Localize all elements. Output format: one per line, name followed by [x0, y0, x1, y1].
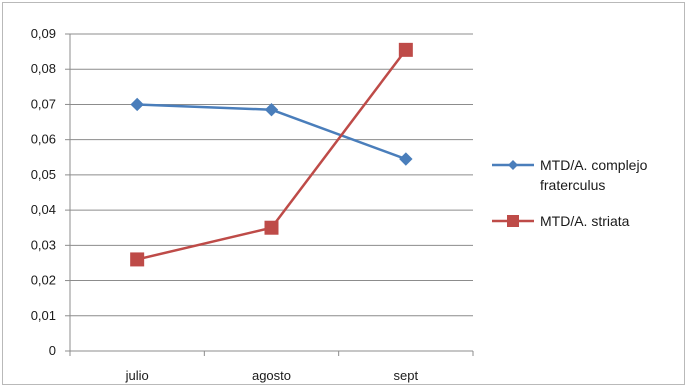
- y-tick-label: 0,06: [31, 132, 56, 147]
- data-point: [130, 97, 144, 112]
- y-tick-label: 0,05: [31, 167, 56, 182]
- data-point: [264, 103, 279, 117]
- y-tick-label: 0,07: [31, 96, 56, 111]
- y-tick-labels: 0 0,01 0,02 0,03 0,04 0,05 0,06 0,07 0,08 0,09: [31, 26, 56, 358]
- y-tick-label: 0,02: [31, 273, 56, 288]
- legend-label: MTD/A. complejo: [540, 157, 648, 173]
- chart-frame: [2, 2, 685, 385]
- data-point: [130, 252, 145, 267]
- legend: MTD/A. complejo fraterculus MTD/A. striata: [492, 157, 648, 229]
- y-tick-label: 0,01: [31, 308, 56, 323]
- legend-label: fraterculus: [540, 177, 605, 193]
- x-tick-label: julio: [125, 368, 149, 383]
- data-point: [398, 42, 413, 57]
- y-tick-label: 0,09: [31, 26, 56, 41]
- gridlines: [70, 33, 473, 317]
- legend-label: MTD/A. striata: [540, 213, 630, 229]
- y-tick-label: 0,08: [31, 61, 56, 76]
- data-point: [264, 220, 279, 235]
- y-tick-label: 0,04: [31, 202, 56, 217]
- legend-marker: [507, 215, 519, 227]
- x-tick-label: sept: [394, 368, 419, 383]
- x-tick-label: agosto: [252, 368, 291, 383]
- series-layer: [130, 42, 413, 267]
- y-tick-label: 0: [49, 343, 56, 358]
- y-tick-label: 0,03: [31, 237, 56, 252]
- legend-marker: [508, 160, 518, 170]
- axes: [65, 33, 474, 356]
- x-tick-labels: julio agosto sept: [125, 368, 419, 383]
- data-point: [399, 152, 413, 166]
